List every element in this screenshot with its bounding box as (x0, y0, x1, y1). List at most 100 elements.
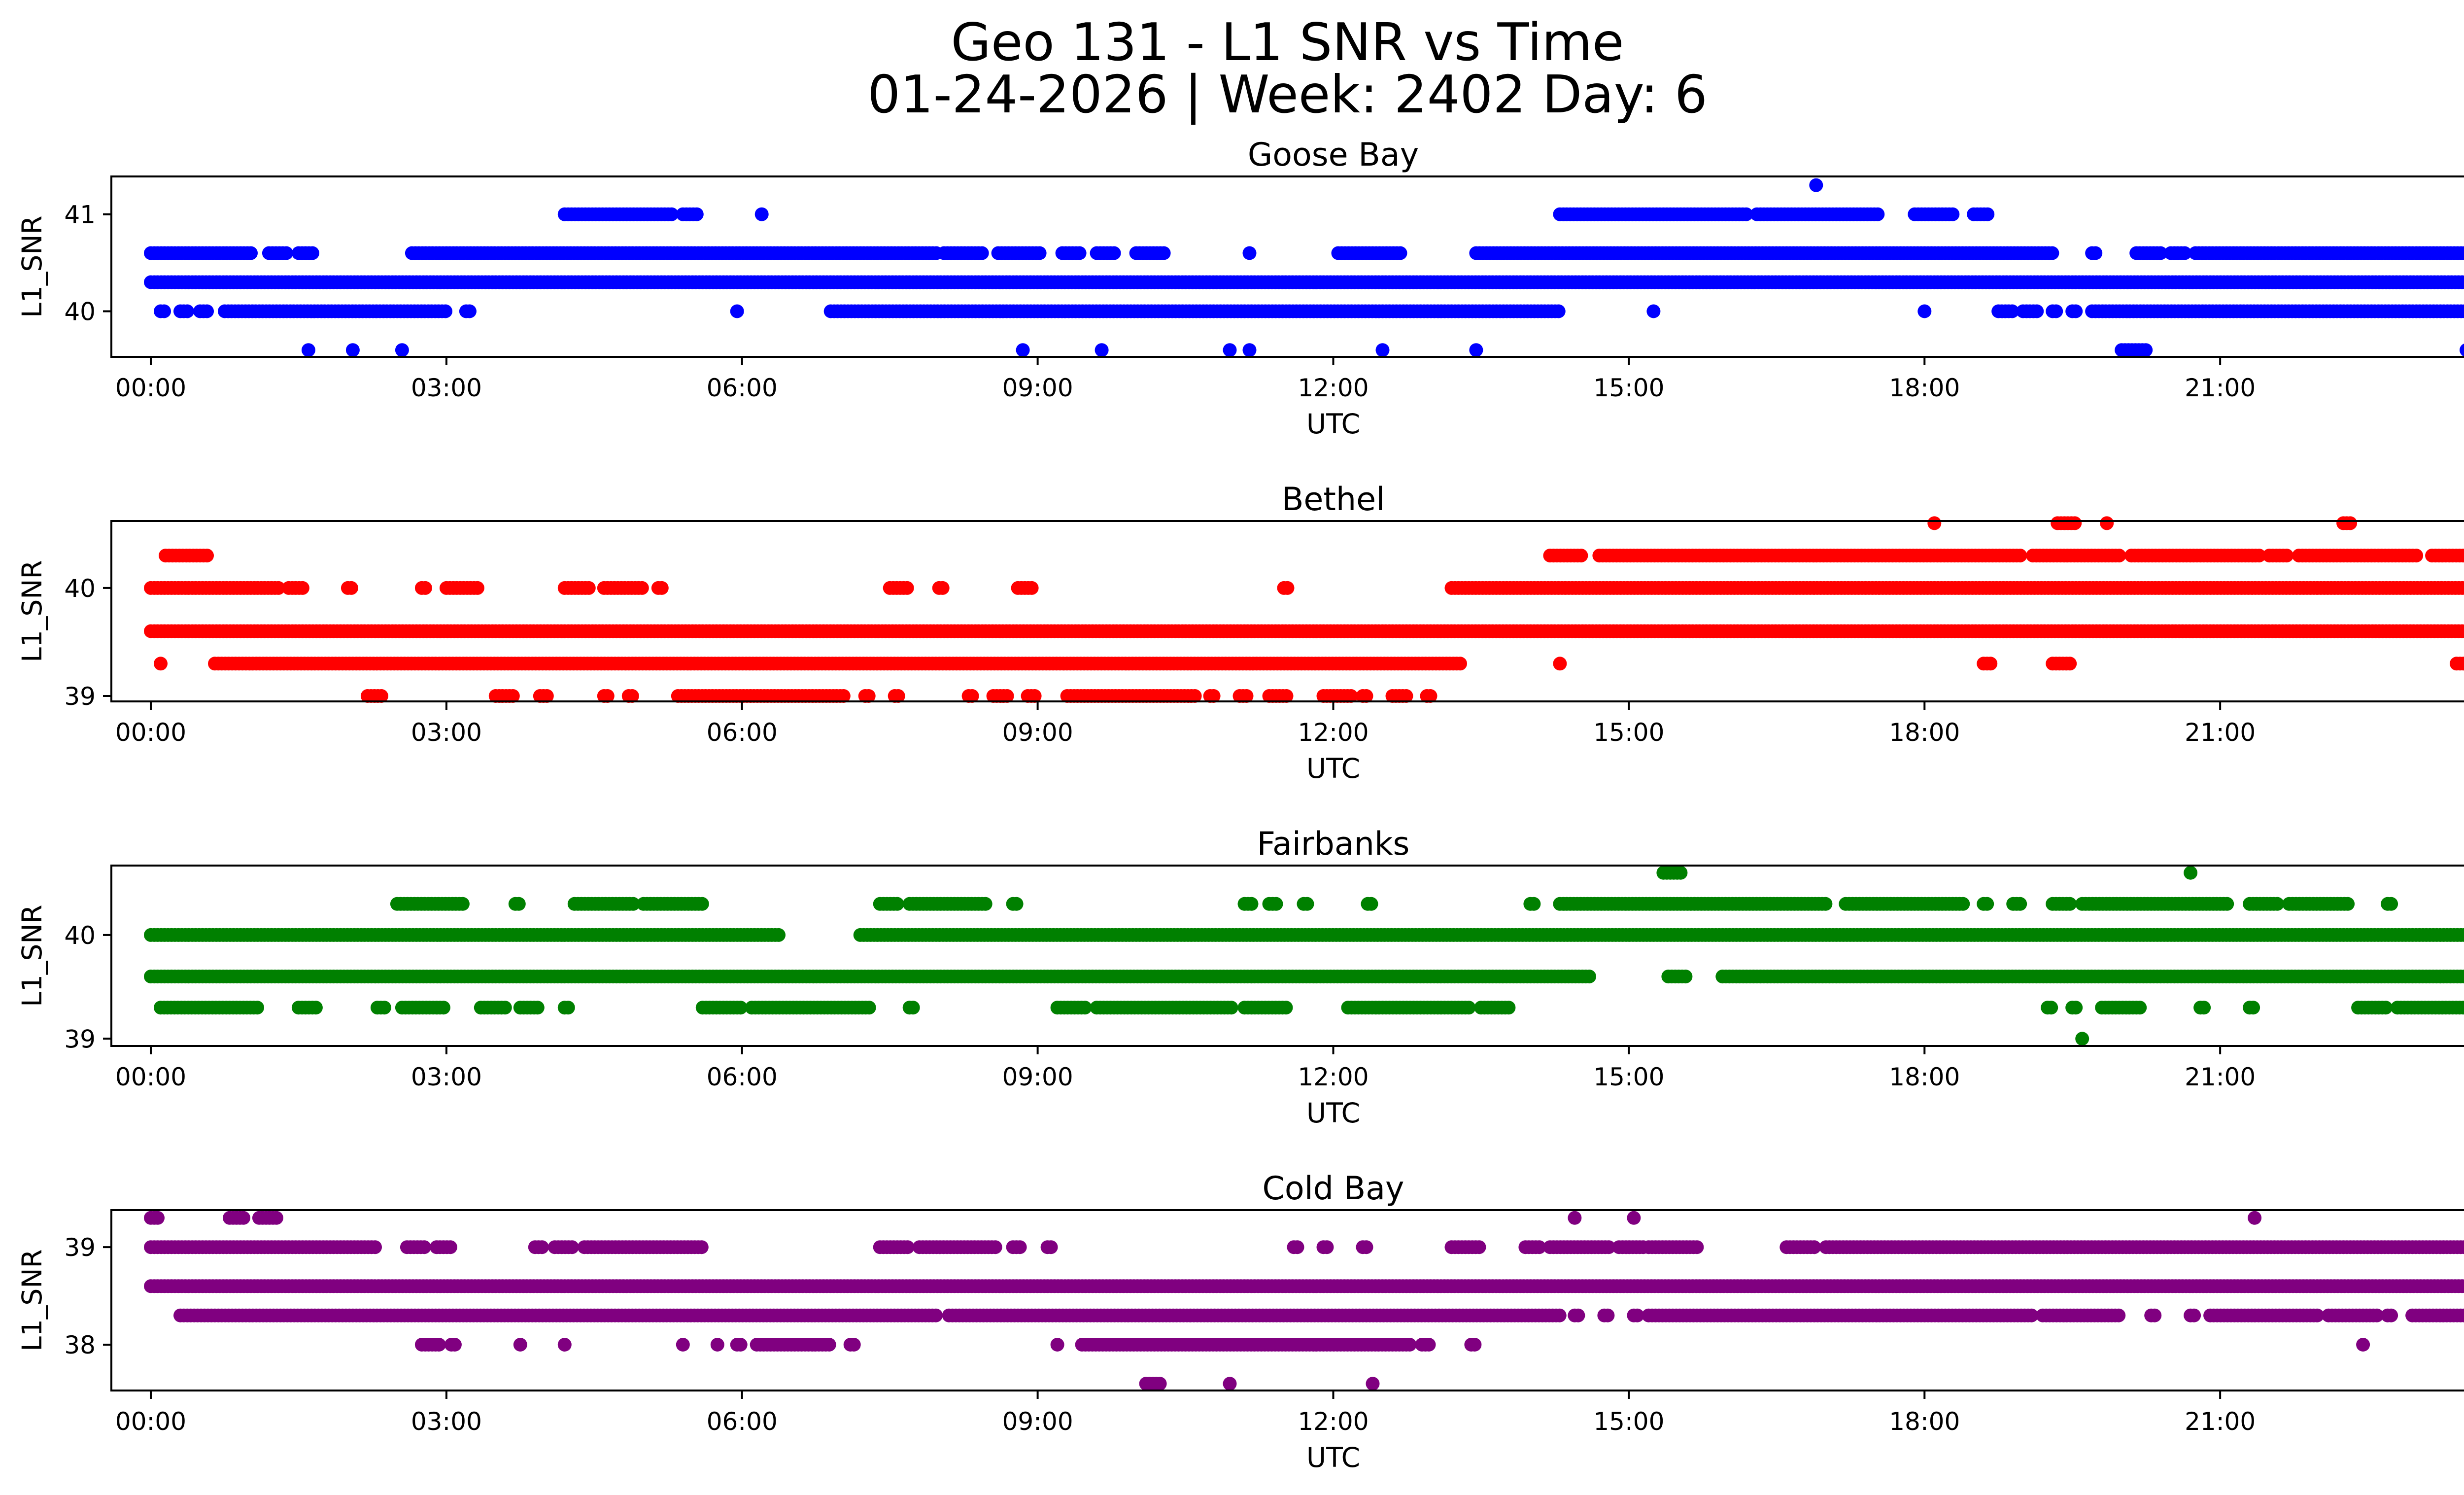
data-points (144, 866, 2464, 1046)
data-point (1946, 207, 1960, 221)
y-tick-label: 41 (64, 201, 96, 229)
data-point (1242, 246, 1257, 260)
data-point (754, 207, 769, 221)
data-point (1871, 207, 1885, 221)
data-point (1927, 516, 1942, 530)
x-tick-label: 12:00 (1298, 718, 1369, 747)
data-point (154, 657, 168, 671)
data-point (1678, 970, 1693, 984)
data-point (345, 343, 360, 357)
data-point (1582, 970, 1596, 984)
data-point (157, 304, 171, 318)
data-point (305, 246, 319, 260)
data-point (295, 581, 309, 595)
data-point (2013, 549, 2027, 563)
figure-title-line2: 01-24-2026 | Week: 2402 Day: 6 (867, 65, 1708, 125)
data-point (1917, 304, 1932, 318)
data-point (1375, 343, 1390, 357)
data-point (1157, 246, 1171, 260)
x-tick-label: 18:00 (1889, 374, 1960, 402)
data-point (200, 304, 214, 318)
data-point (418, 581, 432, 595)
x-tick-label: 12:00 (1298, 374, 1369, 402)
data-point (2461, 247, 2464, 259)
x-axis-label: UTC (1306, 753, 1360, 784)
data-point (301, 343, 315, 357)
x-tick-label: 00:00 (115, 374, 186, 402)
data-point (2088, 246, 2103, 260)
data-point (1280, 581, 1295, 595)
data-point (1025, 581, 1039, 595)
subplot-title: Bethel (1282, 481, 1385, 518)
axes-frame (110, 520, 2464, 702)
data-point (654, 581, 669, 595)
y-tick-label: 39 (64, 682, 96, 711)
x-tick-label: 00:00 (115, 718, 186, 747)
x-axis-label: UTC (1306, 408, 1360, 440)
data-point (470, 581, 484, 595)
data-point (975, 246, 989, 260)
x-tick-label: 15:00 (1593, 718, 1664, 747)
subplot-title: Fairbanks (1257, 826, 1410, 863)
data-point (462, 304, 477, 318)
data-point (344, 581, 358, 595)
data-point (2063, 657, 2077, 671)
data-point (1095, 343, 1109, 357)
data-point (180, 304, 194, 318)
data-point (1242, 343, 1257, 357)
x-tick-label: 15:00 (1593, 374, 1664, 402)
x-tick-label: 21:00 (2185, 718, 2256, 747)
data-point (1223, 343, 1237, 357)
data-point (395, 343, 409, 357)
figure-title-line1: Geo 131 - L1 SNR vs Time (951, 12, 1624, 72)
data-point (900, 581, 914, 595)
data-point (772, 928, 786, 942)
data-point (439, 304, 452, 318)
data-point (1981, 207, 1995, 221)
y-tick-label: 40 (64, 298, 96, 326)
data-point (2069, 304, 2083, 318)
data-point (2049, 304, 2063, 318)
chart-goose-bay: Goose Bay 00:00 03:00 06:00 09:00 12:00 15:00 1… (16, 137, 2464, 440)
data-point (1016, 343, 1030, 357)
data-point (2280, 549, 2294, 563)
data-point (2462, 277, 2464, 287)
data-point (1574, 549, 1588, 563)
data-points (144, 516, 2464, 703)
data-point (1809, 178, 1823, 192)
data-point (244, 246, 258, 260)
subplot-title: Goose Bay (1248, 137, 1419, 174)
data-point (1469, 343, 1483, 357)
data-point (2030, 304, 2044, 318)
data-point (635, 581, 649, 595)
data-point (582, 581, 596, 595)
data-point (1107, 246, 1121, 260)
data-point (1553, 657, 1567, 671)
data-point (2459, 275, 2464, 289)
y-tick-label: 40 (64, 574, 96, 603)
data-point (1393, 246, 1407, 260)
data-point (200, 549, 214, 563)
x-tick-label: 06:00 (707, 718, 778, 747)
data-points (144, 178, 2464, 357)
x-tick-label: 09:00 (1002, 374, 1073, 402)
data-point (1453, 657, 1467, 671)
data-point (2068, 516, 2082, 530)
data-point (2154, 246, 2168, 260)
data-point (689, 207, 704, 221)
data-point (2178, 246, 2192, 260)
data-point (1984, 657, 1998, 671)
data-point (2045, 246, 2059, 260)
data-point (279, 246, 293, 260)
data-point (2100, 516, 2114, 530)
x-tick-label: 03:00 (411, 374, 482, 402)
data-point (2343, 516, 2358, 530)
x-tick-label: 09:00 (1002, 718, 1073, 747)
data-point (1032, 246, 1047, 260)
data-point (1072, 246, 1087, 260)
x-tick-label: 06:00 (707, 374, 778, 402)
data-point (1551, 304, 1566, 318)
